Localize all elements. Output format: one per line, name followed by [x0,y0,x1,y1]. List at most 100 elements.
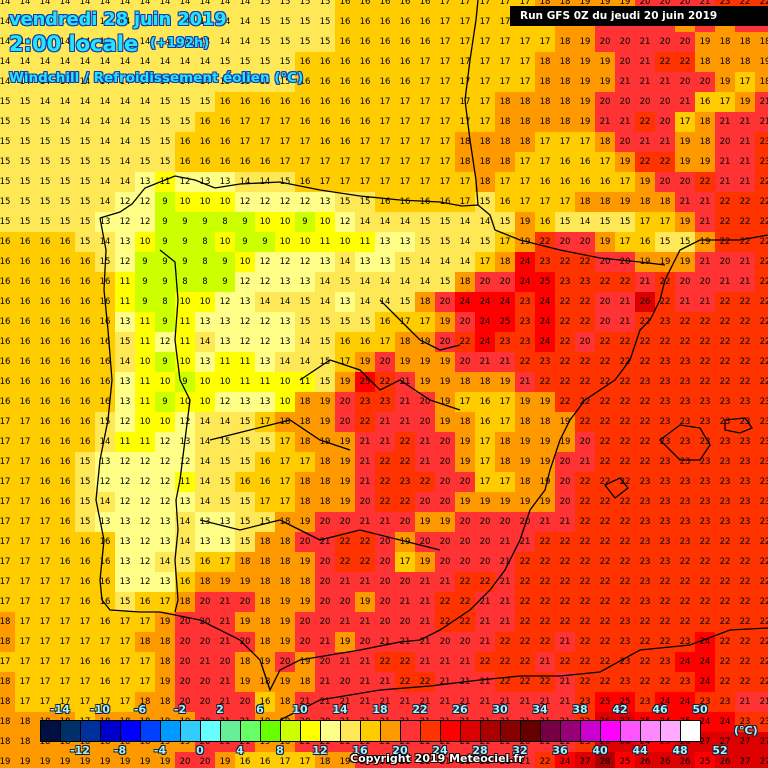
grid-value: 23 [679,377,691,387]
grid-value: 15 [299,37,311,47]
grid-value: 19 [459,497,471,507]
grid-value: 22 [359,557,371,567]
grid-value: 13 [219,517,231,527]
grid-value: 22 [559,557,571,567]
grid-value: 21 [399,637,411,647]
grid-cell [475,12,495,32]
grid-value: 12 [119,197,131,207]
grid-value: 11 [299,377,311,387]
grid-value: 17 [459,57,471,67]
grid-value: 9 [162,357,168,367]
grid-value: 12 [259,337,271,347]
grid-value: 8 [202,257,208,267]
grid-value: 16 [319,57,331,67]
grid-value: 20 [439,297,451,307]
grid-cell [435,32,455,52]
grid-value: 23 [519,297,531,307]
grid-value: 14 [19,17,31,27]
color-swatch [141,721,161,741]
grid-value: 18 [719,37,731,47]
grid-value: 19 [579,57,591,67]
grid-value: 15 [79,477,91,487]
grid-value: 15 [59,197,71,207]
grid-value: 22 [579,377,591,387]
grid-value: 23 [679,417,691,427]
grid-value: 23 [679,357,691,367]
grid-value: 17 [19,417,31,427]
grid-value: 21 [219,617,231,627]
grid-value: 15 [359,317,371,327]
grid-value: 19 [219,577,231,587]
grid-value: 14 [359,297,371,307]
grid-value: 14 [79,0,91,7]
grid-cell [95,32,115,52]
grid-value: 16 [339,17,351,27]
grid-value: 22 [619,477,631,487]
grid-cell [755,32,768,52]
grid-value: 14 [459,237,471,247]
grid-value: 22 [639,357,651,367]
grid-value: 20 [199,637,211,647]
grid-value: 20 [319,517,331,527]
grid-value: 15 [419,237,431,247]
grid-value: 14 [299,337,311,347]
grid-value: 16 [0,357,11,367]
grid-value: 13 [239,297,251,307]
grid-cell [355,52,375,72]
grid-value: 11 [219,357,231,367]
grid-value: 21 [359,457,371,467]
grid-value: 9 [162,397,168,407]
grid-value: 16 [339,0,351,7]
grid-value: 14 [319,297,331,307]
grid-value: 22 [699,577,711,587]
grid-value: 14 [99,117,111,127]
grid-value: 15 [339,277,351,287]
grid-value: 14 [119,357,131,367]
grid-value: 14 [99,137,111,147]
grid-value: 19 [539,477,551,487]
grid-value: 17 [0,437,11,447]
grid-value: 14 [199,497,211,507]
grid-value: 17 [419,177,431,187]
grid-value: 14 [99,0,111,7]
grid-value: 16 [99,617,111,627]
grid-value: 19 [519,497,531,507]
grid-value: 17 [159,597,171,607]
grid-value: 17 [499,237,511,247]
grid-value: 15 [259,57,271,67]
grid-value: 19 [239,577,251,587]
grid-value: 12 [219,297,231,307]
grid-value: 17 [299,457,311,467]
grid-value: 19 [759,57,768,67]
grid-value: 17 [19,517,31,527]
grid-value: 17 [439,97,451,107]
grid-value: 12 [139,537,151,547]
grid-value: 22 [499,677,511,687]
grid-cell [395,52,415,72]
grid-value: 17 [379,157,391,167]
grid-cell [195,52,215,72]
grid-value: 17 [499,17,511,27]
grid-value: 22 [659,617,671,627]
color-swatch [321,721,341,741]
grid-value: 20 [379,557,391,567]
grid-value: 24 [539,337,551,347]
grid-value: 17 [79,617,91,627]
grid-value: 25 [359,377,371,387]
grid-value: 23 [679,497,691,507]
color-swatch [381,721,401,741]
grid-value: 18 [559,37,571,47]
grid-value: 19 [399,537,411,547]
grid-value: 24 [699,677,711,687]
grid-value: 17 [59,677,71,687]
grid-value: 16 [599,177,611,187]
grid-value: 23 [719,457,731,467]
grid-value: 16 [419,17,431,27]
grid-value: 15 [0,157,11,167]
grid-value: 16 [699,97,711,107]
grid-value: 21 [739,697,751,707]
grid-value: 16 [339,37,351,47]
grid-value: 22 [439,617,451,627]
grid-value: 18 [699,137,711,147]
grid-value: 17 [119,637,131,647]
